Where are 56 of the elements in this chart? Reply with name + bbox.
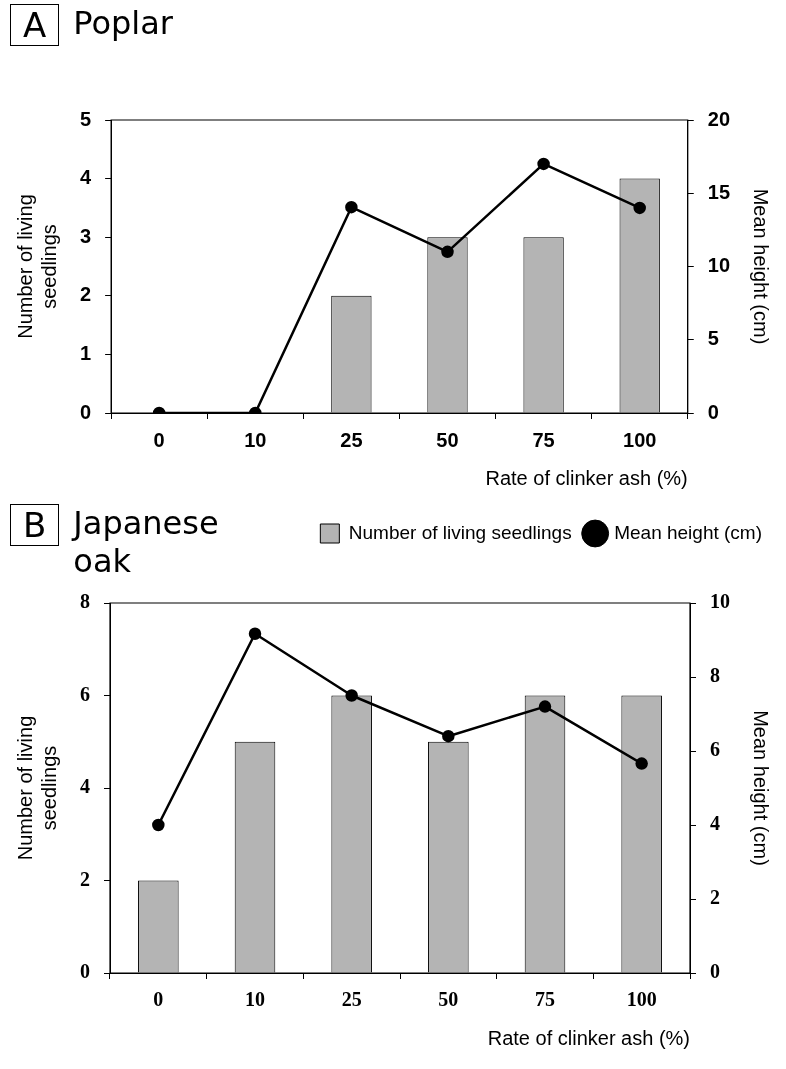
y-tick-label: 2 <box>80 283 92 306</box>
y2-tick-label: 15 <box>707 180 730 203</box>
y-axis-title: Number of living seedlings <box>13 194 60 339</box>
y2-tick-label: 4 <box>710 812 720 835</box>
x-tick-label: 50 <box>436 428 459 451</box>
y-tick-label: 3 <box>80 224 92 247</box>
x-axis-title: Rate of clinker ash (%) <box>485 466 688 489</box>
y-tick-label: 6 <box>80 682 90 705</box>
x-tick-label: 0 <box>153 428 165 451</box>
y-tick-label: 8 <box>80 590 90 613</box>
y2-tick-label: 10 <box>710 590 730 613</box>
x-tick-label: 0 <box>153 988 164 1011</box>
legend-label: Mean height (cm) <box>614 521 763 543</box>
y-tick-label: 2 <box>80 867 90 890</box>
x-tick-label: 25 <box>341 988 362 1011</box>
y2-tick-label: 2 <box>710 886 720 909</box>
legend-label: Number of living seedlings <box>348 521 572 543</box>
point <box>152 818 165 832</box>
y-tick-label: 4 <box>80 166 92 189</box>
point <box>248 627 262 640</box>
text: B <box>10 504 60 546</box>
x-axis-title: Rate of clinker ash (%) <box>487 1026 690 1049</box>
y2-axis-title: Mean height (cm) <box>750 188 773 345</box>
y-tick-label: 5 <box>80 107 92 130</box>
y2-tick-label: 5 <box>707 327 719 350</box>
y-tick-label: 1 <box>80 341 92 364</box>
y-tick-label: 0 <box>80 400 92 423</box>
y2-tick-label: 6 <box>710 738 720 761</box>
chart-title: Poplar <box>73 4 173 42</box>
text: A <box>10 4 60 46</box>
chart-title: Japanese oak <box>73 504 220 580</box>
y-tick-label: 4 <box>80 775 90 798</box>
y-tick-label: 0 <box>80 960 90 983</box>
x-tick-label: 75 <box>532 428 555 451</box>
y-axis-title: Number of living seedlings <box>13 715 60 861</box>
y2-tick-label: 20 <box>707 107 730 130</box>
x-tick-label: 75 <box>535 988 555 1011</box>
x-tick-label: 10 <box>244 428 267 451</box>
point <box>441 245 454 259</box>
x-tick-label: 100 <box>623 428 657 451</box>
x-tick-label: 10 <box>245 988 265 1011</box>
y2-tick-label: 0 <box>707 400 719 423</box>
point <box>442 729 455 743</box>
point <box>633 201 646 215</box>
y2-axis-title: Mean height (cm) <box>750 710 773 866</box>
y2-tick-label: 8 <box>710 664 720 687</box>
point <box>635 757 648 770</box>
x-tick-label: 50 <box>438 988 459 1011</box>
x-tick-label: 100 <box>626 988 657 1011</box>
point <box>537 157 550 171</box>
y2-tick-label: 10 <box>707 254 730 277</box>
point <box>538 700 552 713</box>
y2-tick-label: 0 <box>710 960 720 983</box>
point <box>345 200 358 214</box>
x-tick-label: 25 <box>340 428 363 451</box>
point <box>345 689 358 702</box>
